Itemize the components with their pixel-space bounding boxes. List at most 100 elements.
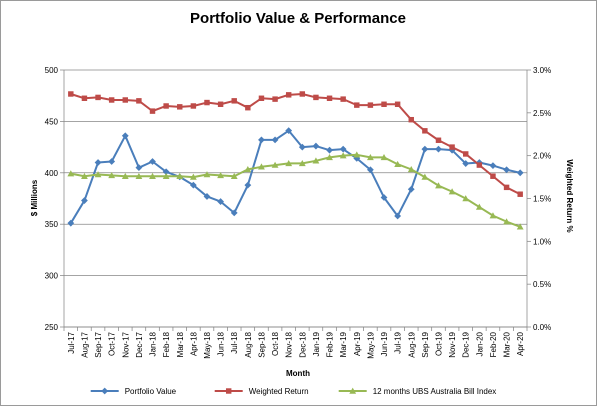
- data-point: [503, 166, 510, 174]
- data-point: [136, 98, 142, 104]
- data-point: [94, 171, 102, 178]
- series-12-months-ubs-australia-bill-index: [67, 151, 524, 230]
- y-axis-right-label: Weighted Return %: [565, 159, 574, 232]
- data-point: [299, 91, 306, 97]
- series-layer: [67, 91, 524, 230]
- chart-title: Portfolio Value & Performance: [190, 10, 406, 27]
- x-tick-label: Feb-19: [326, 331, 335, 357]
- data-point: [312, 142, 320, 150]
- y-left-tick-label: 450: [45, 117, 59, 126]
- data-point: [490, 173, 496, 179]
- data-point: [475, 203, 483, 210]
- x-tick-label: Jun-19: [380, 331, 389, 356]
- data-point: [285, 127, 293, 135]
- data-point: [108, 158, 116, 165]
- legend-marker: [101, 387, 109, 395]
- x-tick-label: Aug-19: [407, 331, 416, 357]
- data-point: [230, 209, 238, 217]
- data-point: [381, 101, 387, 107]
- data-point: [340, 96, 346, 102]
- x-tick-label: Mar-19: [339, 331, 348, 357]
- data-point: [489, 162, 497, 170]
- x-tick-label: Sep-17: [94, 331, 103, 357]
- data-point: [217, 198, 225, 205]
- x-tick-label: Nov-18: [285, 331, 294, 357]
- data-point: [244, 165, 252, 173]
- data-point: [326, 95, 333, 101]
- legend-label: Portfolio Value: [125, 387, 177, 396]
- data-point: [272, 96, 278, 102]
- series-weighted-return: [68, 91, 523, 197]
- data-point: [339, 145, 347, 153]
- x-tick-label: Aug-17: [80, 331, 89, 357]
- y-left-tick-label: 500: [45, 66, 59, 75]
- x-tick-label: Oct-17: [108, 331, 117, 356]
- data-point: [135, 172, 143, 179]
- y-left-tick-label: 300: [45, 272, 59, 281]
- data-point: [162, 168, 170, 176]
- data-point: [516, 169, 524, 177]
- data-point: [230, 172, 238, 179]
- data-point: [217, 171, 225, 179]
- data-point: [394, 160, 402, 167]
- data-point: [435, 145, 442, 153]
- data-point: [108, 97, 115, 103]
- data-point: [285, 159, 293, 167]
- data-point: [312, 157, 320, 164]
- x-tick-label: Nov-19: [448, 331, 457, 357]
- y-left-tick-label: 250: [45, 323, 59, 332]
- x-tick-label: Nov-17: [121, 331, 130, 357]
- data-point: [353, 155, 361, 162]
- x-tick-label: Mar-18: [176, 331, 185, 357]
- data-point: [95, 94, 101, 101]
- data-point: [448, 188, 456, 195]
- legend-marker: [349, 387, 357, 394]
- y-right-tick-label: 3.0%: [533, 66, 551, 75]
- data-point: [81, 95, 88, 101]
- data-point: [189, 181, 197, 189]
- data-point: [149, 108, 156, 114]
- data-point: [422, 128, 428, 134]
- x-tick-label: Dec-19: [462, 331, 471, 357]
- data-point: [516, 223, 524, 230]
- x-tick-label: Feb-18: [162, 331, 171, 357]
- data-point: [122, 97, 128, 103]
- y-left-tick-label: 350: [45, 220, 59, 229]
- data-point: [435, 137, 442, 143]
- data-point: [313, 94, 319, 101]
- x-tick-label: May-19: [366, 331, 375, 358]
- y-right-tick-label: 2.5%: [533, 109, 551, 118]
- data-point: [366, 153, 374, 161]
- y-right-tick-label: 1.5%: [533, 195, 551, 204]
- x-tick-label: Mar-20: [503, 331, 512, 357]
- y-right-tick-label: 0.0%: [533, 323, 551, 332]
- data-point: [407, 185, 415, 193]
- data-point: [353, 151, 361, 158]
- y-left-tick-label: 400: [45, 169, 59, 178]
- x-tick-label: Feb-20: [489, 331, 498, 357]
- data-point: [298, 143, 306, 151]
- y-axis-left-ticks: 250 300 350 400 450 500: [45, 66, 64, 332]
- data-point: [421, 145, 429, 153]
- x-tick-label: Jul-17: [67, 331, 76, 353]
- data-point: [380, 153, 388, 161]
- legend-marker: [225, 388, 232, 394]
- data-point: [162, 172, 170, 179]
- data-point: [67, 219, 75, 227]
- data-point: [462, 160, 470, 167]
- x-tick-label: May-18: [203, 331, 212, 358]
- data-point: [407, 165, 415, 173]
- data-point: [177, 104, 183, 110]
- x-tick-label: Sep-18: [257, 331, 266, 357]
- data-point: [271, 136, 279, 144]
- data-point: [394, 212, 402, 220]
- data-point: [339, 152, 347, 159]
- data-point: [271, 161, 279, 168]
- x-tick-label: Jul-19: [394, 331, 403, 353]
- data-point: [366, 166, 374, 174]
- data-point: [121, 172, 129, 179]
- legend-item-weighted-return: Weighted Return: [214, 387, 309, 396]
- x-tick-label: Sep-19: [421, 331, 430, 357]
